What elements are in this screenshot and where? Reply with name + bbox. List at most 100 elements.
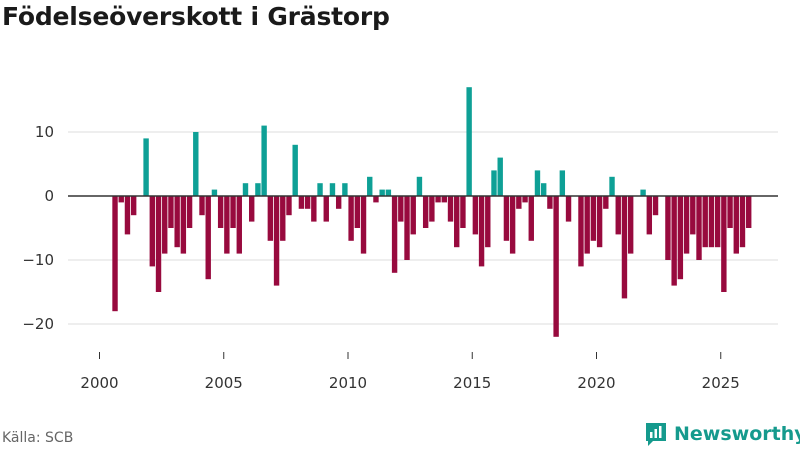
x-axis-ticks: 2000 2005 2010 2015 2020 2025 <box>80 352 740 392</box>
bar <box>559 170 566 196</box>
brand-logo[interactable]: Newsworthy <box>644 421 800 447</box>
bar <box>534 170 541 196</box>
bar <box>478 196 485 267</box>
bar <box>454 196 460 248</box>
bar <box>162 196 168 254</box>
bar <box>112 196 118 312</box>
bar <box>665 196 671 260</box>
bar <box>565 196 572 222</box>
bar <box>528 196 534 241</box>
bar <box>224 196 230 254</box>
bar <box>460 196 466 228</box>
bar <box>143 138 149 196</box>
y-tick-label: −20 <box>22 315 54 333</box>
bar <box>627 196 634 254</box>
bar <box>404 196 410 260</box>
bar <box>317 183 323 196</box>
bar <box>124 196 131 235</box>
bar <box>466 87 472 196</box>
bar <box>391 196 398 273</box>
source-label: Källa: SCB <box>2 430 74 446</box>
bar <box>503 196 510 241</box>
bar <box>174 196 180 248</box>
bar <box>360 196 367 254</box>
bar <box>714 196 721 248</box>
bar <box>429 196 435 222</box>
bar <box>373 196 379 203</box>
bar-series <box>112 87 752 337</box>
bar <box>447 196 454 222</box>
bar <box>485 196 491 248</box>
bar <box>304 196 311 209</box>
y-tick-label: −10 <box>22 251 54 269</box>
bar <box>522 196 528 203</box>
bar <box>155 196 162 292</box>
bar <box>130 196 137 216</box>
bar <box>193 132 199 196</box>
bar <box>652 196 659 216</box>
bar <box>472 196 479 235</box>
bar <box>708 196 715 248</box>
bar <box>615 196 621 235</box>
bar <box>230 196 236 228</box>
bar <box>261 125 267 196</box>
bar <box>180 196 187 254</box>
bar <box>491 170 497 196</box>
bar <box>416 176 423 196</box>
bar <box>509 196 516 254</box>
bar <box>410 196 416 235</box>
bar <box>609 176 615 196</box>
bar <box>292 144 298 196</box>
bar <box>323 196 329 222</box>
bar <box>186 196 193 228</box>
bar <box>727 196 733 228</box>
bar <box>348 196 354 241</box>
bar <box>435 196 441 203</box>
bar <box>280 196 286 241</box>
bar <box>267 196 274 241</box>
bar <box>311 196 317 222</box>
x-tick-label: 2000 <box>80 374 118 392</box>
y-tick-label: 0 <box>44 187 54 205</box>
bar <box>733 196 739 254</box>
bar <box>590 196 597 241</box>
bar <box>540 183 547 196</box>
bar <box>497 157 503 196</box>
bar <box>677 196 684 280</box>
bar <box>335 196 342 209</box>
bar <box>746 196 752 228</box>
chart-title: Födelseöverskott i Grästorp <box>2 2 390 31</box>
bar <box>342 183 348 196</box>
bar <box>379 189 385 196</box>
bar <box>422 196 429 228</box>
bar <box>696 196 702 260</box>
y-axis-ticks: −20 −10 0 10 <box>22 123 54 333</box>
bar <box>621 196 628 299</box>
bar <box>255 183 261 196</box>
bar <box>354 196 361 228</box>
bar <box>398 196 404 222</box>
newsworthy-logo-icon <box>646 423 666 446</box>
bar <box>516 196 522 209</box>
bar <box>199 196 205 216</box>
bar <box>640 189 646 196</box>
bar <box>690 196 696 235</box>
y-gridlines <box>68 131 778 325</box>
bar <box>683 196 690 254</box>
bar <box>578 196 584 267</box>
bar <box>671 196 677 286</box>
bar <box>329 183 336 196</box>
bar <box>646 196 653 235</box>
bar <box>205 196 211 280</box>
y-tick-label: 10 <box>35 123 54 141</box>
x-tick-label: 2010 <box>329 374 367 392</box>
bar <box>273 196 280 286</box>
bar <box>286 196 292 216</box>
bar <box>721 196 727 292</box>
x-tick-label: 2025 <box>702 374 740 392</box>
bar <box>249 196 255 222</box>
bar <box>441 196 447 203</box>
x-tick-label: 2020 <box>577 374 615 392</box>
brand-name: Newsworthy <box>674 423 800 445</box>
